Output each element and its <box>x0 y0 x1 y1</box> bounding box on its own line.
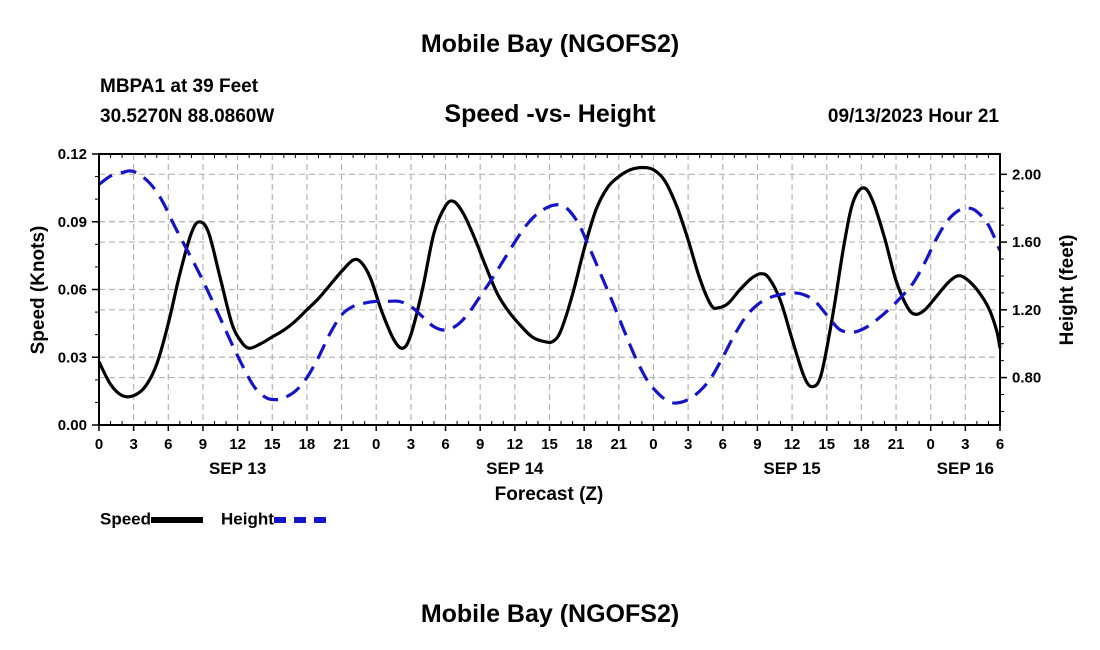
x-tick-label: 3 <box>961 436 969 453</box>
y-axis-left-label: Speed (Knots) <box>28 226 49 355</box>
x-tick-label: 9 <box>199 436 207 453</box>
day-label: SEP 14 <box>486 459 544 478</box>
legend: Speed Height <box>100 509 344 530</box>
y-left-tick-label: 0.00 <box>58 417 87 434</box>
x-axis-label: Forecast (Z) <box>495 484 604 505</box>
y-right-tick-label: 1.60 <box>1012 234 1041 251</box>
y-left-tick-label: 0.03 <box>58 349 87 366</box>
x-tick-label: 18 <box>853 436 870 453</box>
x-tick-label: 12 <box>229 436 246 453</box>
x-tick-label: 6 <box>996 436 1004 453</box>
y-right-tick-label: 1.20 <box>1012 302 1041 319</box>
speed-height-chart: 0 3 6 9 12 15 18 21 0 3 6 9 12 15 18 21 0 3 6 9 12 15 18 21 0 3 6S… <box>28 146 1078 505</box>
legend-height-label: Height <box>221 509 274 529</box>
y-right-tick-label: 2.00 <box>1012 166 1041 183</box>
x-tick-label: 9 <box>476 436 484 453</box>
x-tick-label: 0 <box>95 436 103 453</box>
y-right-tick-label: 0.80 <box>1012 370 1041 387</box>
axes: 0 3 6 9 12 15 18 21 0 3 6 9 12 15 18 21 0 3 6 9 12 15 18 21 0 3 6S… <box>58 146 1041 478</box>
x-tick-label: 0 <box>649 436 657 453</box>
y-left-tick-label: 0.06 <box>58 282 87 299</box>
x-tick-label: 9 <box>753 436 761 453</box>
bottom-title: Mobile Bay (NGOFS2) <box>420 600 680 628</box>
x-tick-label: 3 <box>684 436 692 453</box>
y-left-tick-label: 0.12 <box>58 146 87 163</box>
day-label: SEP 15 <box>763 459 820 478</box>
x-tick-label: 12 <box>784 436 801 453</box>
x-tick-label: 12 <box>507 436 524 453</box>
series-height-line <box>98 169 1002 405</box>
x-tick-label: 21 <box>333 436 350 453</box>
x-tick-label: 6 <box>719 436 727 453</box>
x-tick-label: 3 <box>407 436 415 453</box>
station-label: MBPA1 at 39 Feet <box>100 76 259 97</box>
day-label: SEP 16 <box>937 459 994 478</box>
coordinates-label: 30.5270N 88.0860W <box>100 106 275 127</box>
series-lines <box>97 165 1002 405</box>
y-left-tick-label: 0.09 <box>58 214 87 231</box>
x-tick-label: 15 <box>264 436 281 453</box>
x-tick-label: 18 <box>299 436 316 453</box>
forecast-datetime: 09/13/2023 Hour 21 <box>827 106 999 127</box>
x-tick-label: 0 <box>927 436 935 453</box>
x-tick-label: 15 <box>818 436 835 453</box>
x-tick-label: 15 <box>541 436 558 453</box>
chart-title: Mobile Bay (NGOFS2) <box>420 30 680 58</box>
series-speed-line <box>97 165 1002 399</box>
grid-lines <box>99 154 1000 425</box>
x-tick-label: 21 <box>610 436 627 453</box>
x-tick-label: 6 <box>164 436 172 453</box>
x-tick-label: 6 <box>441 436 449 453</box>
chart-subtitle: Speed -vs- Height <box>444 100 656 128</box>
legend-height-swatch <box>273 516 326 523</box>
x-tick-label: 0 <box>372 436 380 453</box>
legend-speed-swatch <box>151 516 204 523</box>
day-label: SEP 13 <box>209 459 266 478</box>
x-tick-label: 18 <box>576 436 593 453</box>
y-axis-right-label: Height (feet) <box>1057 235 1078 346</box>
x-tick-label: 3 <box>129 436 137 453</box>
legend-speed-label: Speed <box>100 509 152 529</box>
x-tick-label: 21 <box>888 436 905 453</box>
